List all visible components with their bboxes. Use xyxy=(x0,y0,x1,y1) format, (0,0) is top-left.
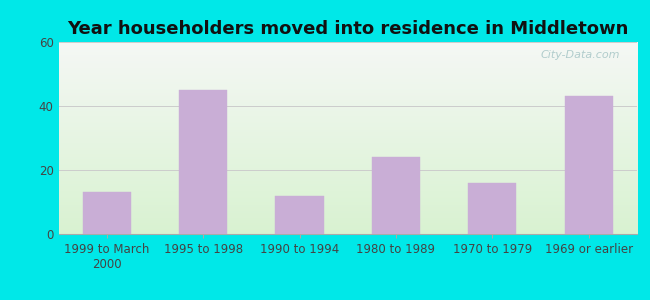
Text: City-Data.com: City-Data.com xyxy=(540,50,619,60)
Bar xyxy=(372,157,420,234)
Bar xyxy=(83,192,131,234)
Bar xyxy=(179,90,228,234)
Bar xyxy=(276,196,324,234)
Title: Year householders moved into residence in Middletown: Year householders moved into residence i… xyxy=(67,20,629,38)
Bar xyxy=(565,96,613,234)
Bar xyxy=(468,183,517,234)
